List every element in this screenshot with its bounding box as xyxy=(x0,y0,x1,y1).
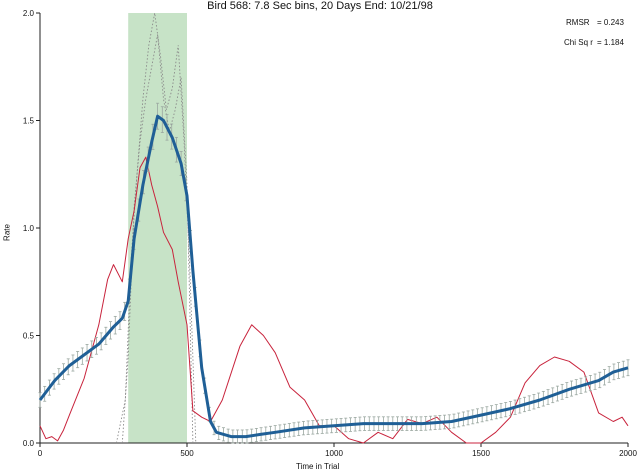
x-tick-label: 1500 xyxy=(472,449,490,458)
y-axis-label: Rate xyxy=(2,224,12,241)
series-line-0 xyxy=(38,114,629,439)
chart-title: Bird 568: 7.8 Sec bins, 20 Days End: 10/… xyxy=(207,0,433,12)
x-tick-label: 0 xyxy=(38,449,43,458)
chisq-value: = 1.184 xyxy=(597,38,624,47)
y-tick-label: 2.0 xyxy=(23,9,35,18)
highlight-band-layer xyxy=(128,13,187,443)
series-line-3 xyxy=(121,34,194,444)
highlight-band xyxy=(128,13,187,443)
error-bars-series-0 xyxy=(38,102,630,444)
axes: 0 500 1000 1500 2000 0.0 0.5 1.0 1.5 2.0 xyxy=(23,9,638,458)
series-line-2 xyxy=(115,12,197,444)
series-layer xyxy=(38,12,630,444)
y-tick-label: 1.5 xyxy=(23,117,35,126)
y-tick-label: 0.0 xyxy=(23,439,35,448)
x-tick-label: 500 xyxy=(180,449,194,458)
chisq-label: Chi Sq r xyxy=(564,38,593,47)
y-tick-label: 0.5 xyxy=(23,332,35,341)
x-axis-label: Time in Trial xyxy=(296,462,340,471)
x-tick-label: 1000 xyxy=(325,449,343,458)
series-line-1 xyxy=(39,156,629,444)
rmsr-label: RMSR xyxy=(566,18,590,27)
rmsr-value: = 0.243 xyxy=(597,18,624,27)
x-tick-label: 2000 xyxy=(619,449,637,458)
y-tick-label: 1.0 xyxy=(23,224,35,233)
